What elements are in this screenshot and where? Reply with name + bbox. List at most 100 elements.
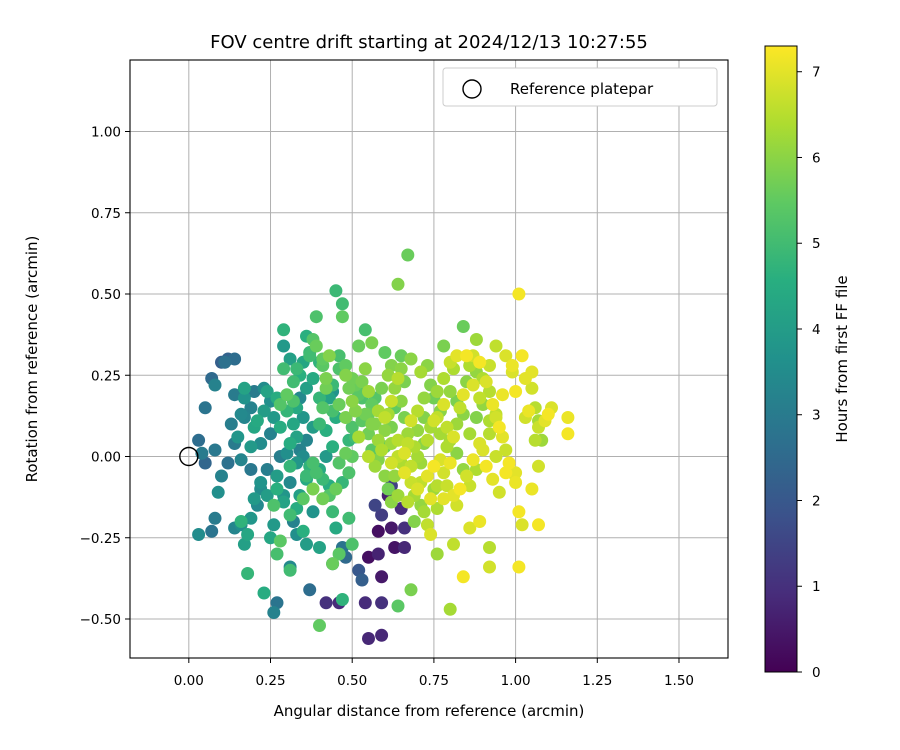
data-point bbox=[270, 482, 284, 496]
data-point bbox=[332, 456, 346, 470]
data-point bbox=[443, 385, 457, 398]
data-point bbox=[499, 349, 513, 363]
plot-frame bbox=[129, 59, 729, 659]
colorbar-tick-label: 7 bbox=[812, 65, 821, 81]
data-point bbox=[453, 482, 467, 496]
data-point bbox=[384, 394, 398, 408]
x-tick-label: 1.25 bbox=[582, 673, 612, 689]
data-point bbox=[215, 469, 228, 483]
data-point bbox=[355, 375, 369, 389]
data-point bbox=[283, 352, 297, 366]
data-point bbox=[326, 557, 340, 571]
data-point bbox=[313, 619, 326, 632]
data-point bbox=[309, 339, 323, 353]
data-point bbox=[332, 547, 346, 561]
data-point bbox=[411, 482, 425, 496]
data-point bbox=[231, 430, 245, 444]
data-point bbox=[407, 515, 421, 528]
data-point bbox=[404, 583, 418, 597]
data-point bbox=[319, 450, 333, 463]
data-point bbox=[300, 469, 313, 483]
data-point bbox=[326, 505, 340, 519]
data-point bbox=[283, 459, 297, 473]
data-point bbox=[463, 521, 477, 535]
reference-point-marker bbox=[179, 446, 199, 467]
legend-marker-icon bbox=[462, 79, 482, 99]
data-point bbox=[525, 365, 539, 379]
y-tick-label: 0.00 bbox=[91, 450, 121, 466]
data-point bbox=[378, 469, 392, 483]
data-point bbox=[250, 414, 264, 428]
data-point bbox=[388, 469, 402, 483]
data-point bbox=[286, 375, 300, 389]
data-point bbox=[427, 414, 441, 428]
data-point bbox=[365, 336, 379, 350]
colorbar-ticks: 0 1 2 3 4 5 6 7 bbox=[797, 65, 821, 681]
data-point bbox=[277, 323, 291, 337]
data-point bbox=[329, 482, 343, 496]
data-point bbox=[447, 537, 460, 551]
colorbar-tick-label: 3 bbox=[812, 408, 821, 424]
y-tick-label: 0.75 bbox=[91, 206, 121, 222]
data-point bbox=[375, 596, 389, 610]
data-point bbox=[247, 492, 261, 506]
data-point bbox=[319, 596, 333, 610]
data-point bbox=[300, 537, 313, 551]
data-point bbox=[329, 284, 343, 298]
data-point bbox=[509, 476, 523, 489]
legend-entry-reference: Reference platepar bbox=[510, 80, 654, 98]
x-tick-label: 0.00 bbox=[174, 673, 204, 689]
data-point bbox=[391, 599, 405, 613]
colorbar-tick-label: 5 bbox=[812, 236, 821, 252]
data-point bbox=[352, 339, 366, 353]
data-point bbox=[489, 450, 503, 463]
data-point bbox=[450, 446, 464, 460]
colorbar-tick-label: 6 bbox=[812, 150, 821, 166]
data-point bbox=[375, 381, 389, 395]
data-point bbox=[440, 479, 454, 493]
data-point bbox=[440, 420, 454, 434]
data-point bbox=[345, 394, 359, 408]
data-point bbox=[319, 381, 333, 395]
data-point bbox=[489, 411, 503, 424]
data-point bbox=[430, 479, 444, 493]
data-point bbox=[280, 388, 294, 402]
data-point bbox=[342, 381, 356, 395]
data-point bbox=[509, 385, 523, 398]
data-point bbox=[260, 489, 274, 502]
data-point bbox=[244, 401, 258, 415]
data-point bbox=[483, 541, 496, 554]
data-point bbox=[401, 248, 415, 262]
data-point bbox=[362, 632, 375, 645]
data-point bbox=[358, 596, 372, 610]
data-point bbox=[342, 466, 356, 480]
data-point bbox=[362, 450, 375, 463]
data-point bbox=[296, 492, 310, 506]
data-point bbox=[525, 381, 539, 395]
data-point bbox=[319, 372, 333, 385]
data-point bbox=[424, 492, 438, 506]
data-point bbox=[437, 398, 451, 411]
data-point bbox=[228, 388, 242, 402]
data-point bbox=[378, 424, 392, 437]
data-point bbox=[499, 443, 513, 457]
data-point bbox=[398, 541, 411, 554]
data-point bbox=[460, 349, 474, 363]
data-point bbox=[388, 541, 402, 554]
data-point bbox=[502, 456, 516, 470]
data-point bbox=[440, 440, 454, 454]
data-point bbox=[313, 417, 326, 431]
data-point bbox=[515, 518, 529, 532]
data-point bbox=[277, 495, 291, 509]
data-point bbox=[411, 404, 425, 418]
data-point bbox=[375, 443, 389, 457]
data-point bbox=[257, 404, 271, 418]
data-point bbox=[296, 524, 310, 538]
data-point bbox=[208, 511, 222, 525]
data-point bbox=[303, 349, 317, 363]
data-point bbox=[492, 420, 506, 434]
legend: Reference platepar bbox=[442, 67, 718, 107]
colorbar: 0 1 2 3 4 5 6 7 Hours from first FF file bbox=[764, 45, 851, 681]
data-point bbox=[450, 498, 464, 512]
data-point bbox=[473, 391, 487, 405]
